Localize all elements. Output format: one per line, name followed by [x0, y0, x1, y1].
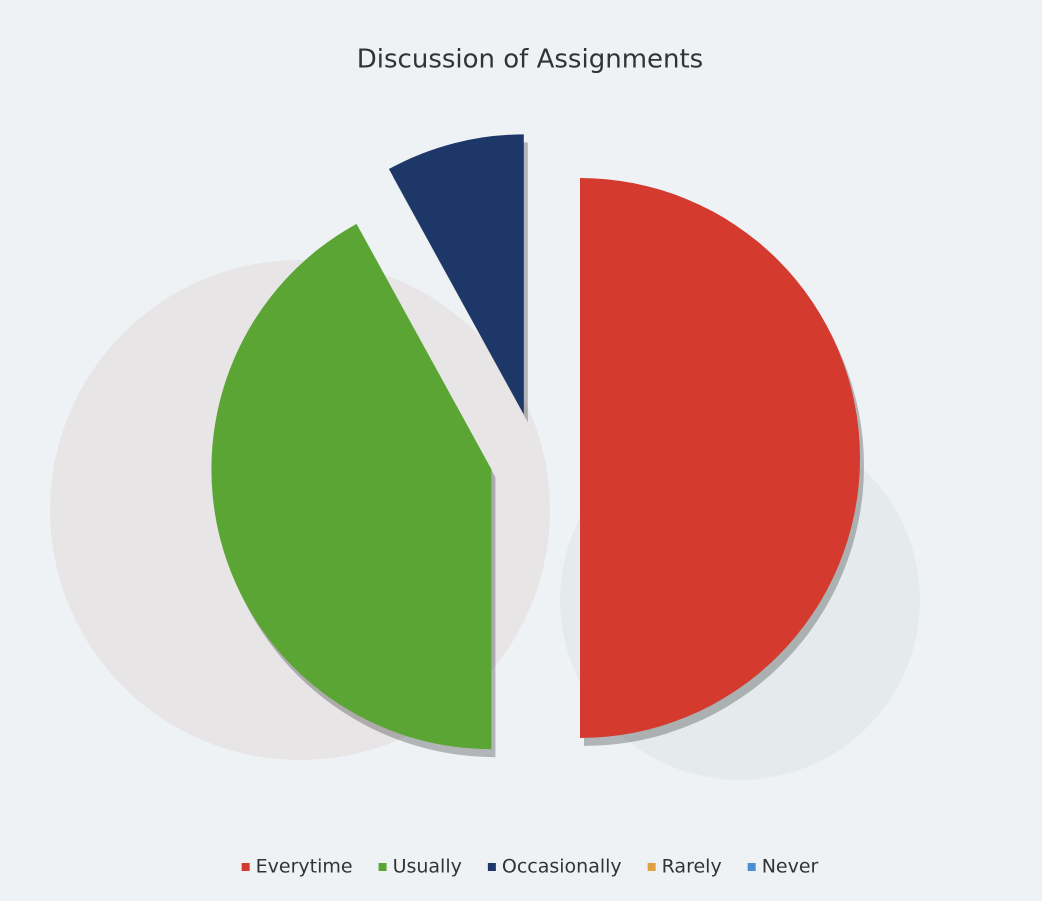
legend-marker: [378, 863, 387, 871]
legend-marker: [747, 863, 756, 871]
legend-marker: [241, 863, 250, 871]
legend-label: Everytime: [256, 856, 353, 878]
legend-marker: [487, 863, 496, 871]
legend-marker: [647, 863, 656, 871]
slice: [211, 223, 492, 750]
legend-label: Never: [762, 856, 819, 878]
slice: [580, 178, 860, 738]
legend-label: Usually: [393, 856, 462, 878]
legend: Everytime Usually Occasionally Rarely Never: [241, 856, 819, 878]
pie: [211, 134, 864, 758]
chart-title: Discussion of Assignments: [357, 45, 703, 75]
legend-label: Rarely: [662, 856, 722, 878]
slice: [388, 134, 524, 415]
legend-label: Occasionally: [502, 856, 622, 878]
